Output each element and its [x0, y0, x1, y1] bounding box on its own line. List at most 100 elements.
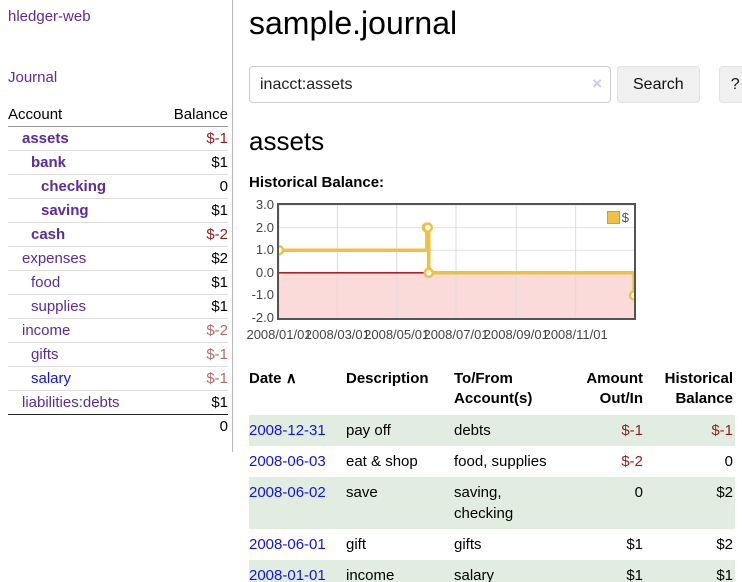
account-balance: $2: [156, 246, 228, 271]
transaction-description: income: [346, 567, 395, 582]
sidebar-nav: Journal: [8, 69, 228, 86]
account-balance: $-2: [156, 318, 228, 343]
transaction-row: 2008-12-31 pay off debts $-1 $-1: [249, 415, 735, 446]
accounts-total: 0: [156, 414, 228, 438]
transaction-date-link[interactable]: 2008-12-31: [249, 422, 326, 439]
sort-ascending-icon: ∧: [285, 370, 297, 387]
transaction-date-link[interactable]: 2008-01-01: [249, 567, 326, 582]
x-axis-tick-label: 2008/07/01: [423, 327, 489, 342]
transaction-row: 2008-01-01 income salary $1 $1: [249, 560, 735, 582]
account-row: liabilities:debts $1: [8, 390, 228, 415]
sidebar: hledger-web Journal Account Balance asse…: [0, 0, 233, 452]
account-row: cash $-2: [8, 222, 228, 247]
transaction-accounts: food, supplies: [454, 453, 547, 470]
column-header-amount: Amount Out/In: [586, 370, 643, 407]
account-row: income $-2: [8, 318, 228, 343]
account-link-saving[interactable]: saving: [41, 202, 89, 219]
account-link-food[interactable]: food: [31, 274, 61, 291]
account-link-income[interactable]: income: [22, 322, 71, 339]
account-link-liabilities-debts[interactable]: liabilities:debts: [22, 394, 120, 411]
account-link-gifts[interactable]: gifts: [31, 346, 59, 363]
account-link-checking[interactable]: checking: [41, 178, 107, 195]
account-balance: $1: [156, 198, 228, 223]
y-axis-tick-label: -2.0: [251, 310, 274, 325]
y-axis-tick-label: 0.0: [255, 264, 274, 280]
column-header-tofrom: To/From Account(s): [454, 370, 533, 407]
account-row: gifts $-1: [8, 342, 228, 367]
account-link-expenses[interactable]: expenses: [22, 250, 87, 267]
transaction-amount: $-1: [621, 422, 643, 439]
main-content: sample.journal × Search ? assets Histori…: [233, 0, 742, 582]
accounts-header-balance: Balance: [156, 103, 228, 127]
account-link-salary[interactable]: salary: [31, 370, 72, 387]
transaction-description: gift: [346, 536, 367, 553]
transaction-balance: 0: [724, 453, 733, 470]
transaction-balance: $2: [716, 484, 733, 501]
transaction-description: eat & shop: [346, 453, 418, 470]
account-balance: $-1: [206, 130, 228, 147]
y-axis-tick-label: 1.0: [255, 242, 274, 258]
column-header-description: Description: [346, 370, 429, 387]
chart-legend: $: [605, 210, 630, 225]
sidebar-item-journal[interactable]: Journal: [8, 69, 58, 86]
historical-balance-chart: $ 3.0 2.0 1.0 0.0 -1.0 -2.0 2008/01/01 2008/03/…: [246, 197, 669, 349]
account-row: salary $-1: [8, 366, 228, 391]
transaction-amount: 0: [634, 484, 643, 501]
account-link-supplies[interactable]: supplies: [31, 298, 87, 315]
clear-icon[interactable]: ×: [592, 74, 602, 93]
app-title: hledger-web: [8, 8, 228, 25]
account-heading: assets: [249, 126, 325, 156]
transaction-accounts: debts: [454, 422, 491, 439]
account-link-assets[interactable]: assets: [22, 130, 69, 147]
transaction-date-link[interactable]: 2008-06-01: [249, 536, 326, 553]
account-link-bank[interactable]: bank: [31, 154, 67, 171]
x-axis-tick-label: 2008/11/01: [543, 327, 608, 342]
column-header-balance: Historical Balance: [664, 370, 733, 407]
account-balance: $1: [156, 390, 228, 415]
accounts-table: Account Balance assets $-1 bank $1 check…: [8, 103, 228, 438]
transaction-accounts: salary: [454, 567, 495, 582]
transaction-amount: $1: [626, 567, 643, 582]
transaction-date-link[interactable]: 2008-06-03: [249, 453, 326, 470]
account-balance: $1: [156, 270, 228, 295]
search-button[interactable]: Search: [617, 66, 700, 103]
transaction-amount: $-2: [621, 453, 643, 470]
app-title-link[interactable]: hledger-web: [8, 8, 91, 25]
accounts-header-account: Account: [8, 103, 157, 127]
account-balance: $-1: [156, 342, 228, 367]
transaction-balance: $-1: [711, 422, 733, 439]
y-axis-tick-label: -1.0: [251, 287, 274, 303]
column-header-date[interactable]: Date ∧: [249, 370, 297, 387]
legend-swatch-icon: [606, 211, 620, 224]
accounts-total-row: 0: [8, 414, 228, 438]
account-balance: $1: [156, 294, 228, 319]
search-form: × Search ?: [249, 66, 742, 103]
account-row: bank $1: [8, 150, 228, 175]
account-balance: 0: [156, 174, 228, 199]
transaction-balance: $2: [716, 536, 733, 553]
transaction-row: 2008-06-01 gift gifts $1 $2: [249, 529, 735, 560]
x-axis-tick-label: 2008/03/01: [304, 327, 370, 342]
page-title: sample.journal: [249, 5, 458, 41]
account-row: expenses $2: [8, 246, 228, 271]
transaction-row: 2008-06-03 eat & shop food, supplies $-2…: [249, 446, 735, 477]
account-link-cash[interactable]: cash: [31, 226, 66, 243]
help-button[interactable]: ?: [718, 66, 742, 103]
account-balance: $1: [156, 150, 228, 175]
transaction-row: 2008-06-02 save saving, checking 0 $2: [249, 477, 735, 529]
legend-label: $: [621, 210, 629, 225]
account-row: assets $-1: [8, 127, 228, 151]
account-row: food $1: [8, 270, 228, 295]
account-row: saving $1: [8, 198, 228, 223]
transaction-date-link[interactable]: 2008-06-02: [249, 484, 326, 501]
transaction-accounts: gifts: [454, 536, 482, 553]
search-input[interactable]: [249, 66, 611, 103]
chart-canvas: [279, 205, 634, 318]
x-axis-tick-label: 2008/01/01: [246, 327, 312, 342]
chart-plot-area: $: [277, 203, 636, 320]
y-axis-tick-label: 3.0: [255, 197, 274, 212]
register-table: Date ∧ Description To/From Account(s) Am…: [249, 367, 735, 582]
x-axis-tick-label: 2008/05/01: [364, 327, 430, 342]
transaction-description: save: [346, 484, 378, 501]
